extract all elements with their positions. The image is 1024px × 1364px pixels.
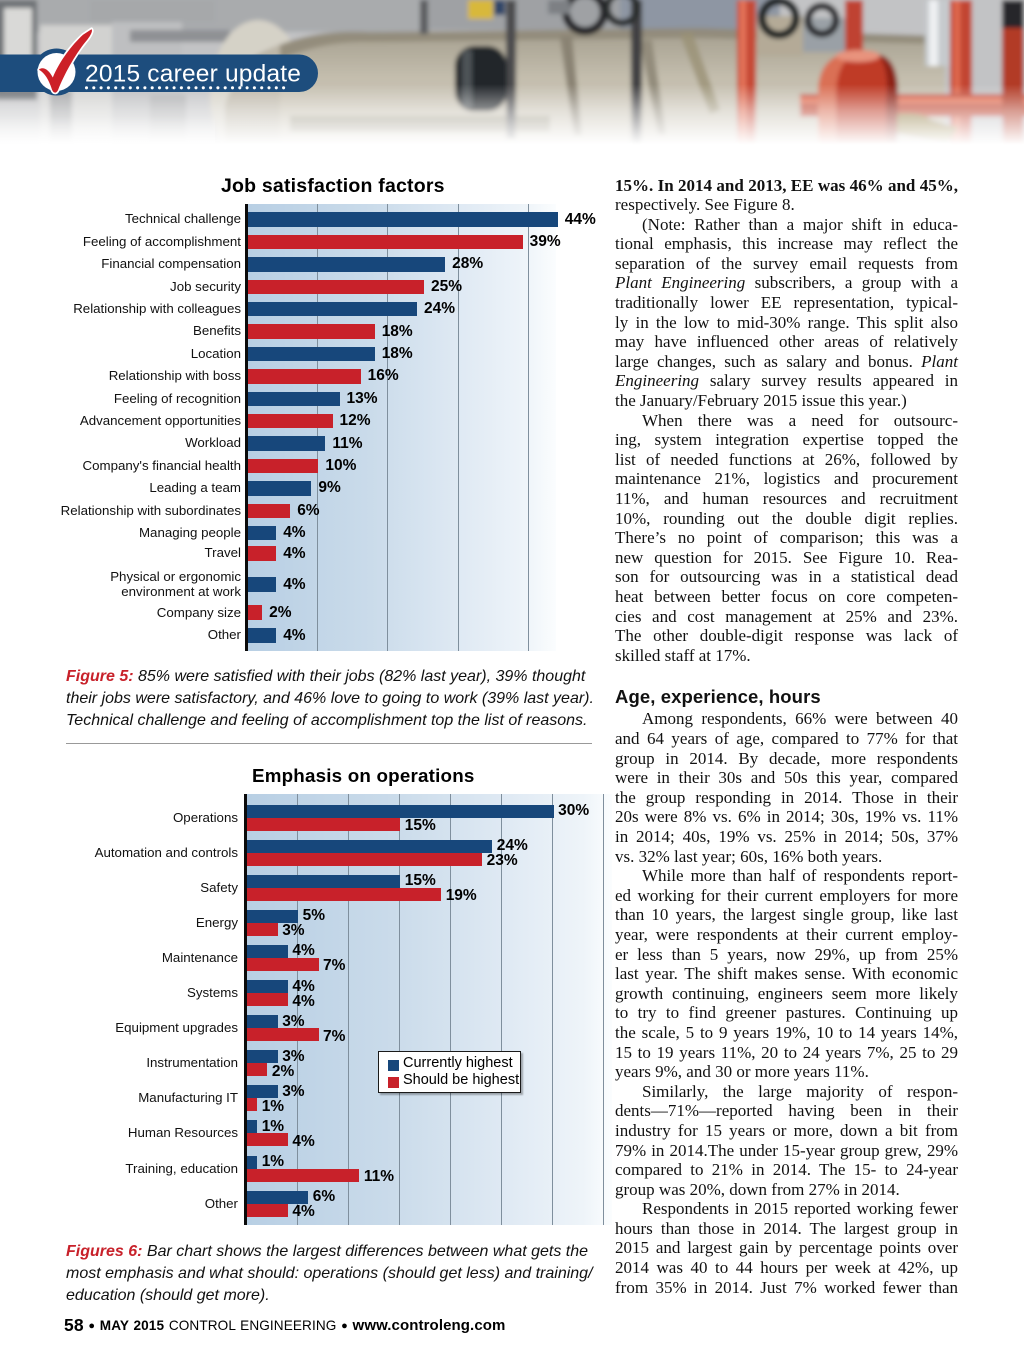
- svg-text:2015 career update: 2015 career update: [85, 61, 301, 88]
